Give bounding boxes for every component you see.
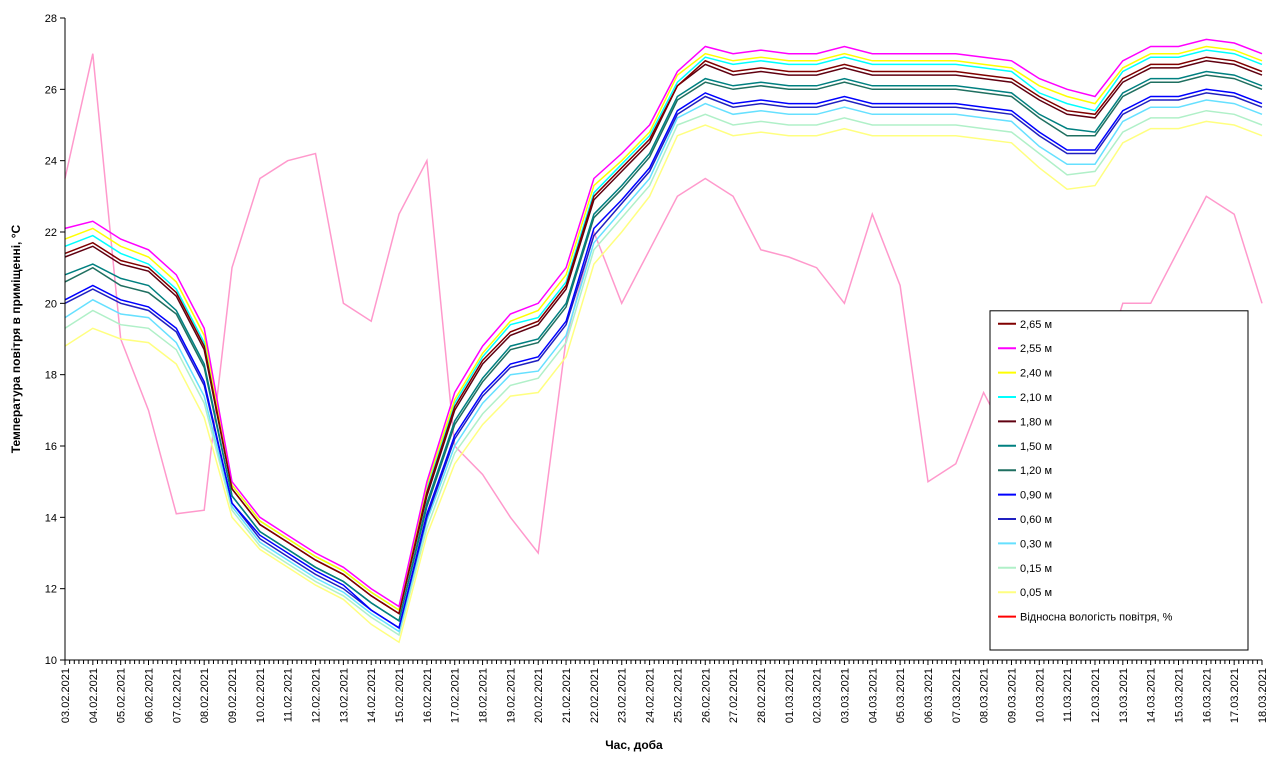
x-tick-label: 20.02.2021: [533, 668, 545, 723]
y-tick-label: 26: [45, 84, 57, 96]
legend-label: 2,10 м: [1020, 392, 1052, 404]
x-tick-label: 28.02.2021: [756, 668, 768, 723]
legend-label: 0,60 м: [1020, 514, 1052, 526]
x-tick-label: 14.02.2021: [366, 668, 378, 723]
y-axis-title: Температура повітря в приміщенні, °С: [9, 224, 23, 453]
series-line: [64, 38, 1263, 608]
x-tick-label: 14.03.2021: [1146, 668, 1158, 723]
x-tick-label: 15.03.2021: [1173, 668, 1185, 723]
x-tick-label: 09.03.2021: [1006, 668, 1018, 723]
legend: 2,65 м 2,55 м 2,40 м 2,10 м 1,80 м 1,50 м 1,20…: [989, 310, 1249, 651]
x-tick-label: 10.03.2021: [1034, 668, 1046, 723]
x-tick-label: 16.02.2021: [422, 668, 434, 723]
legend-label: 1,20 м: [1020, 465, 1052, 477]
series-line: [64, 70, 1263, 623]
x-tick-label: 25.02.2021: [672, 668, 684, 723]
x-tick-label: 27.02.2021: [728, 668, 740, 723]
legend-label: 0,90 м: [1020, 490, 1052, 502]
x-tick-label: 04.03.2021: [867, 668, 879, 723]
x-tick-label: 06.03.2021: [923, 668, 935, 723]
legend-label: 1,50 м: [1020, 441, 1052, 453]
x-tick-label: 26.02.2021: [700, 668, 712, 723]
x-tick-label: 12.02.2021: [311, 668, 323, 723]
legend-label: 2,55 м: [1020, 343, 1052, 355]
x-tick-label: 02.03.2021: [812, 668, 824, 723]
legend-label: Відносна вологість повітря, %: [1020, 612, 1173, 624]
x-tick-label: 03.02.2021: [60, 668, 72, 723]
y-tick-label: 20: [45, 298, 57, 310]
x-tick-label: 18.02.2021: [478, 668, 490, 723]
x-tick-label: 05.03.2021: [895, 668, 907, 723]
legend-label: 0,30 м: [1020, 538, 1052, 550]
x-tick-label: 17.03.2021: [1229, 668, 1241, 723]
legend-label: 1,80 м: [1020, 416, 1052, 428]
series-line: [64, 56, 1263, 615]
legend-label: 2,65 м: [1020, 319, 1052, 331]
x-tick-label: 04.02.2021: [88, 668, 100, 723]
x-tick-label: 19.02.2021: [505, 668, 517, 723]
x-tick-label: 21.02.2021: [561, 668, 573, 723]
legend-label: 0,15 м: [1020, 563, 1052, 575]
x-tick-label: 11.02.2021: [283, 668, 295, 722]
x-tick-label: 11.03.2021: [1062, 668, 1074, 722]
series-line: [64, 99, 1263, 633]
x-tick-label: 10.02.2021: [255, 668, 267, 723]
x-tick-label: 13.03.2021: [1118, 668, 1130, 723]
legend-label: 2,40 м: [1020, 368, 1052, 380]
x-tick-label: 17.02.2021: [450, 668, 462, 723]
x-tick-label: 05.02.2021: [116, 668, 128, 723]
x-tick-label: 09.02.2021: [227, 668, 239, 723]
series-line: [64, 45, 1263, 612]
x-tick-label: 07.03.2021: [951, 668, 963, 723]
x-tick-label: 16.03.2021: [1201, 668, 1213, 723]
x-tick-label: 18.03.2021: [1257, 668, 1269, 723]
x-tick-label: 03.03.2021: [839, 668, 851, 723]
series-line: [64, 88, 1263, 630]
x-tick-label: 23.02.2021: [617, 668, 629, 723]
y-tick-label: 22: [45, 227, 57, 239]
x-axis-title: Час, доба: [605, 738, 663, 752]
x-tick-label: 12.03.2021: [1090, 668, 1102, 723]
series-line: [64, 92, 1263, 630]
x-tick-label: 08.02.2021: [199, 668, 211, 723]
y-tick-label: 12: [45, 584, 57, 596]
legend-box: [989, 310, 1249, 651]
x-tick-label: 13.02.2021: [338, 668, 350, 723]
x-tick-label: 22.02.2021: [589, 668, 601, 723]
x-tick-label: 15.02.2021: [394, 668, 406, 723]
y-tick-label: 16: [45, 441, 57, 453]
y-tick-label: 18: [45, 370, 57, 382]
y-tick-label: 28: [45, 13, 57, 25]
x-tick-label: 01.03.2021: [784, 668, 796, 723]
x-tick-label: 07.02.2021: [171, 668, 183, 723]
y-tick-label: 14: [45, 512, 57, 524]
y-tick-label: 24: [45, 156, 57, 168]
x-tick-label: 06.02.2021: [144, 668, 156, 723]
y-tick-label: 10: [45, 655, 57, 667]
legend-label: 0,05 м: [1020, 587, 1052, 599]
x-tick-label: 24.02.2021: [645, 668, 657, 723]
series-line: [64, 120, 1263, 644]
x-tick-label: 08.03.2021: [979, 668, 991, 723]
series-line: [64, 109, 1263, 637]
